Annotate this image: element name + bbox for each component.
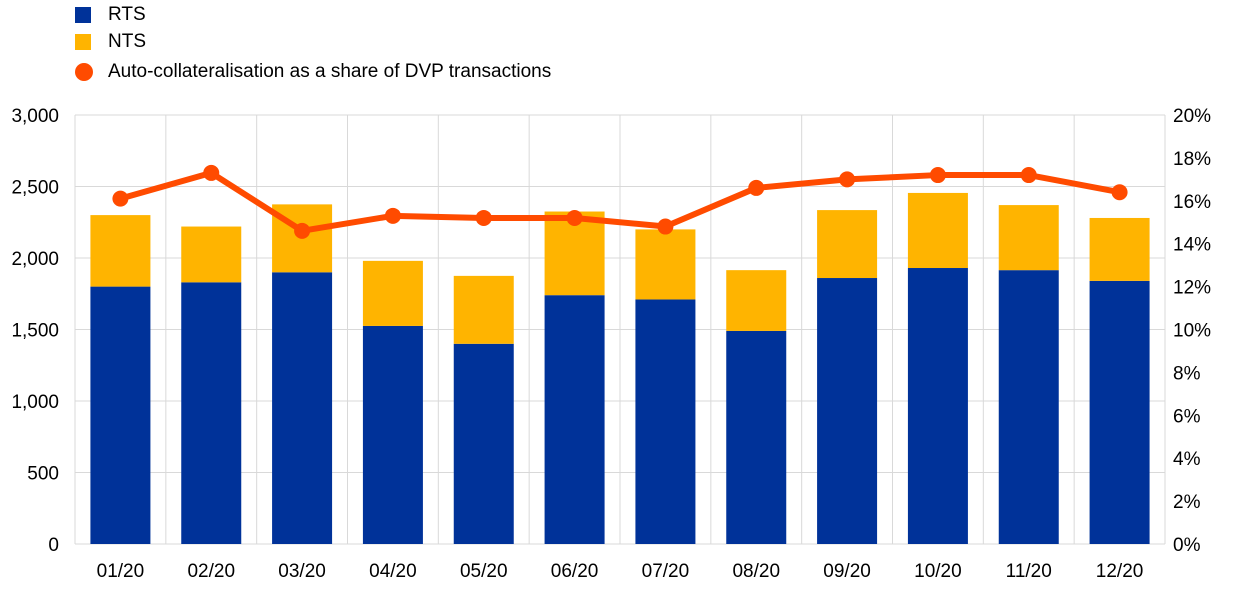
bar-rts [181, 282, 242, 544]
share-point [929, 167, 946, 184]
x-tick-label: 08/20 [732, 561, 780, 582]
x-tick-label: 09/20 [823, 561, 871, 582]
x-tick-label: 03/20 [278, 561, 326, 582]
x-tick-label: 01/20 [97, 561, 145, 582]
share-point [1111, 184, 1128, 201]
x-tick-label: 07/20 [642, 561, 690, 582]
share-line [119, 169, 1121, 234]
share-point [294, 222, 311, 239]
bar-nts [362, 260, 423, 326]
bar-nts [998, 205, 1059, 271]
bar-rts [453, 343, 514, 544]
x-tick-label: 10/20 [914, 561, 962, 582]
x-tick-label: 02/20 [187, 561, 235, 582]
left-tick-label: 0 [48, 535, 59, 556]
bar-nts [1089, 217, 1150, 281]
bar-rts [817, 278, 878, 544]
left-tick-label: 1,000 [11, 392, 59, 413]
left-tick-label: 2,500 [11, 178, 59, 199]
bar-rts [90, 286, 151, 544]
bar-nts [817, 210, 878, 279]
right-tick-label: 20% [1173, 106, 1211, 127]
bar-rts [272, 272, 333, 544]
left-tick-label: 3,000 [11, 106, 59, 127]
right-tick-label: 6% [1173, 406, 1201, 427]
bar-nts [907, 192, 968, 269]
right-tick-label: 8% [1173, 363, 1201, 384]
bar-rts [907, 268, 968, 544]
share-point [748, 179, 765, 196]
share-point [384, 207, 401, 224]
share-point [657, 218, 674, 235]
bar-nts [453, 275, 514, 344]
legend-swatch-rts [75, 7, 91, 23]
left-tick-label: 2,000 [11, 249, 59, 270]
share-point [112, 190, 129, 207]
x-tick-label: 05/20 [460, 561, 508, 582]
legend-label-nts: NTS [108, 31, 146, 52]
left-tick-label: 1,500 [11, 321, 59, 342]
share-point [203, 164, 220, 181]
right-tick-label: 10% [1173, 321, 1211, 342]
right-tick-label: 12% [1173, 278, 1211, 299]
bar-rts [726, 330, 787, 544]
legend-share: Auto-collateralisation as a share of DVP… [75, 61, 551, 83]
x-tick-label: 11/20 [1006, 561, 1052, 582]
x-tick-label: 04/20 [369, 561, 417, 582]
right-tick-label: 2% [1173, 492, 1201, 513]
bar-rts [544, 295, 605, 544]
legend-label-share: Auto-collateralisation as a share of DVP… [108, 61, 552, 82]
x-tick-label: 06/20 [551, 561, 599, 582]
legend-label-rts: RTS [108, 4, 146, 25]
right-tick-label: 18% [1173, 149, 1211, 170]
bar-rts [362, 325, 423, 544]
share-point [1020, 167, 1037, 184]
bar-rts [998, 270, 1059, 544]
right-tick-label: 4% [1173, 449, 1201, 470]
right-tick-label: 14% [1173, 235, 1211, 256]
x-tick-label: 12/20 [1096, 561, 1144, 582]
bar-rts [1089, 280, 1150, 544]
bar-nts [181, 226, 242, 283]
share-point [475, 209, 492, 226]
share-point [566, 209, 583, 226]
bar-rts [635, 299, 696, 544]
right-tick-label: 0% [1173, 535, 1201, 556]
left-tick-label: 500 [27, 464, 59, 485]
share-point [839, 171, 856, 188]
bar-nts [90, 215, 151, 287]
bar-nts [635, 229, 696, 300]
legend-swatch-nts [75, 34, 91, 50]
bar-nts [726, 270, 787, 331]
legend-marker-share [75, 63, 93, 81]
right-tick-label: 16% [1173, 192, 1211, 213]
legend-nts: NTS [75, 31, 146, 53]
legend-rts: RTS [75, 4, 146, 26]
